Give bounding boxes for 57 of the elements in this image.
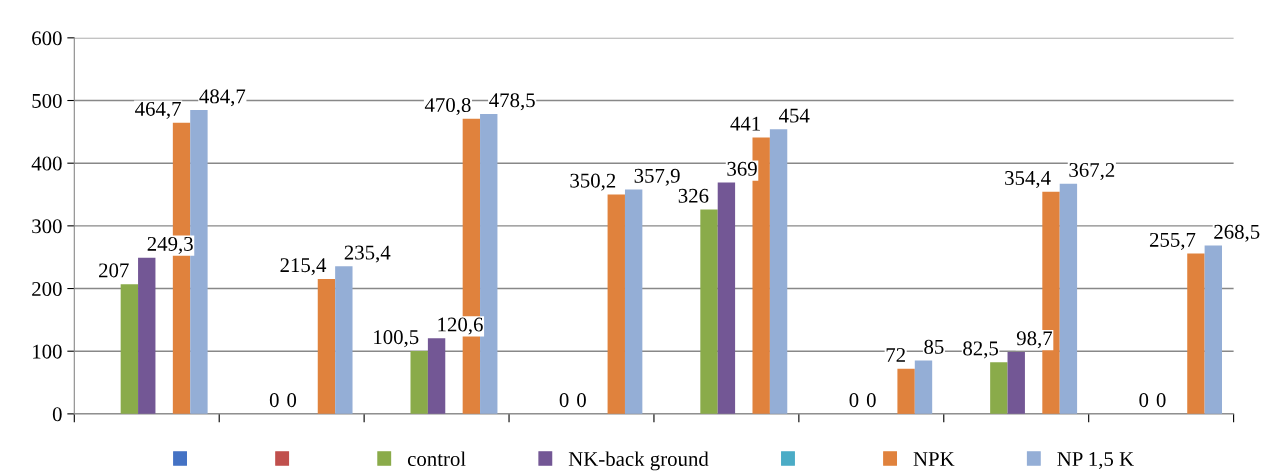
data-label: 464,7: [135, 101, 181, 119]
legend-label: NPK: [913, 452, 955, 466]
data-label: 255,7: [1149, 232, 1196, 250]
bar: [1059, 183, 1078, 414]
bar: [914, 360, 933, 414]
y-tick-label: 100: [33, 344, 62, 359]
data-label: 0: [559, 393, 569, 408]
y-tick-label: 200: [32, 281, 62, 296]
bar: [990, 362, 1008, 414]
y-tick-label: 600: [32, 31, 62, 46]
data-label: 100,5: [374, 330, 419, 348]
data-label: 441: [730, 116, 760, 131]
data-label: 0: [1156, 393, 1166, 408]
y-tick-label: 0: [52, 407, 62, 422]
data-label: 354,4: [1005, 171, 1051, 189]
data-label: 326: [678, 188, 709, 203]
data-label: 484,7: [199, 89, 246, 107]
legend-label: NK-back ground: [568, 451, 709, 471]
bar: [138, 257, 156, 414]
y-tick-label: 400: [31, 156, 62, 171]
data-label: 0: [577, 393, 586, 408]
data-label: 470,8: [424, 98, 471, 116]
bar: [1007, 352, 1025, 414]
data-label: 0: [269, 393, 279, 408]
data-label: 268,5: [1214, 224, 1260, 242]
data-label: 350,2: [570, 173, 616, 191]
data-label: 0: [287, 393, 297, 408]
data-label: 98,7: [1016, 331, 1053, 349]
data-label: 0: [1139, 393, 1149, 408]
legend-label: NP 1,5 K: [1057, 452, 1134, 470]
data-label: 207: [99, 263, 129, 278]
bar: [410, 350, 428, 414]
bar: [624, 189, 643, 414]
data-label: 357,9: [634, 168, 680, 186]
data-label: 215,4: [280, 258, 327, 276]
bar: [897, 368, 915, 414]
legend-label: control: [407, 451, 466, 467]
bar: [1187, 253, 1205, 414]
data-label: 454: [778, 108, 810, 123]
bar: [335, 266, 353, 414]
data-label: 72: [886, 348, 905, 362]
bar: [427, 338, 446, 414]
bar: [317, 278, 336, 414]
data-label: 0: [866, 393, 876, 408]
data-label: 478,5: [489, 93, 535, 111]
data-label: 235,4: [344, 245, 391, 263]
data-label: 367,2: [1069, 163, 1115, 180]
data-label: 249,3: [147, 236, 193, 254]
data-label: 85: [924, 339, 944, 354]
data-label: 0: [849, 393, 859, 408]
bar: [1204, 245, 1223, 414]
data-label: 82,5: [963, 341, 999, 359]
bar: [607, 194, 625, 414]
y-tick-label: 300: [32, 219, 62, 234]
data-label: 120,6: [438, 317, 483, 335]
y-tick-label: 500: [32, 93, 62, 108]
data-label: 369: [727, 161, 757, 176]
